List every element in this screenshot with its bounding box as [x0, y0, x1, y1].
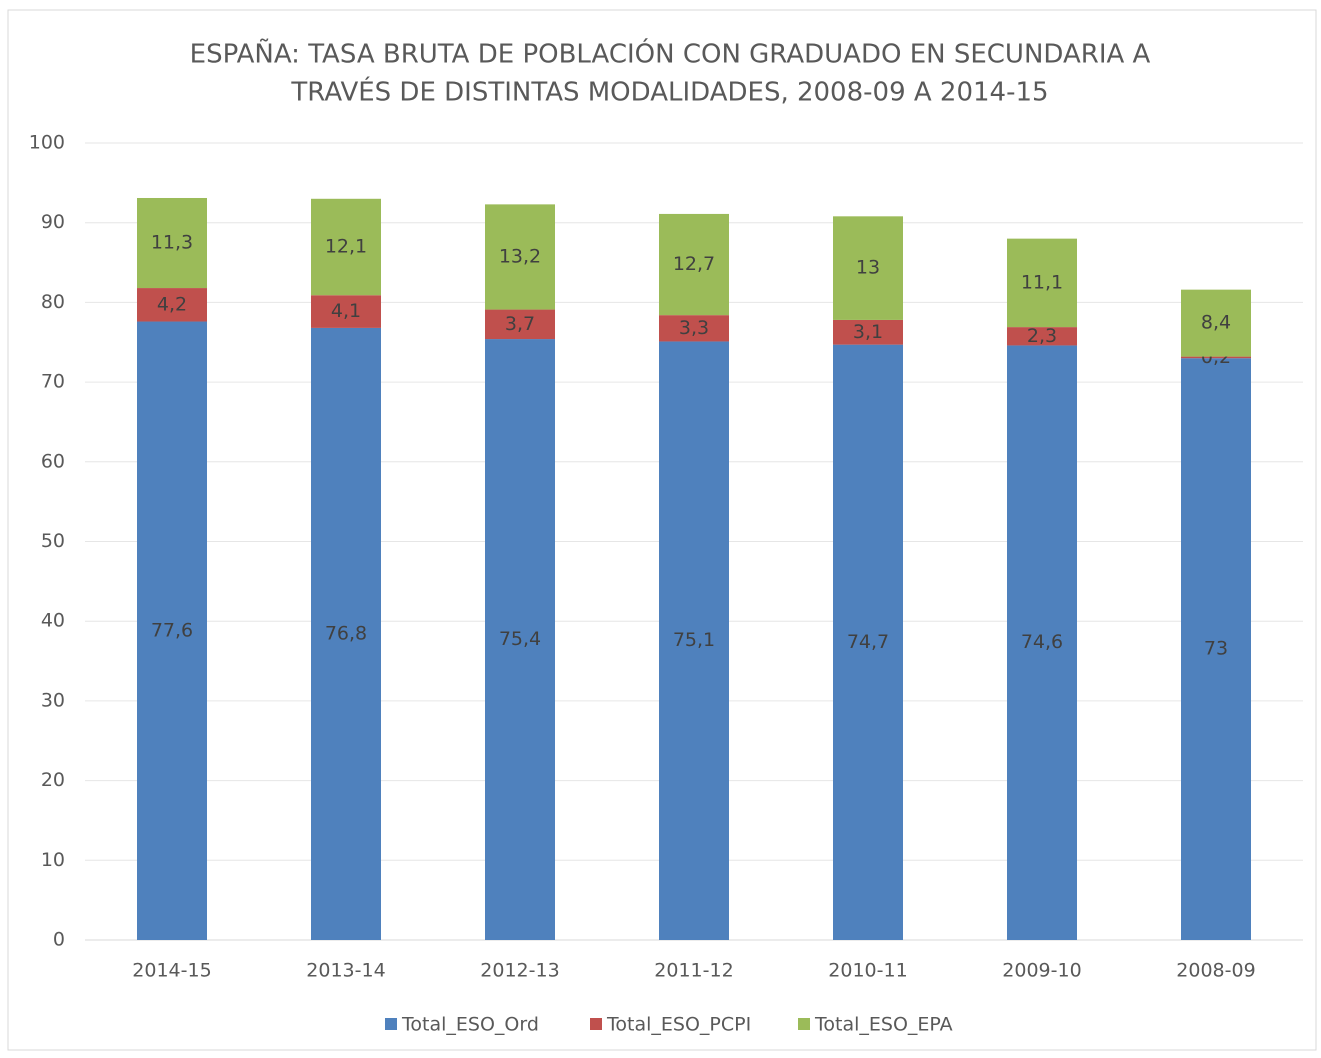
bar-segment [659, 341, 729, 940]
x-tick-label: 2013-14 [306, 960, 385, 982]
data-label: 73 [1204, 638, 1228, 660]
bar-segment [659, 213, 729, 316]
x-tick-label: 2014-15 [132, 960, 211, 982]
data-label: 3,1 [853, 321, 883, 343]
data-label: 12,1 [325, 236, 367, 258]
data-label: 75,1 [673, 629, 715, 651]
bar-segment [1007, 238, 1077, 328]
legend-label: Total_ESO_PCPI [606, 1014, 751, 1036]
bar-segment [485, 204, 555, 310]
data-label: 2,3 [1027, 325, 1057, 347]
data-label: 74,7 [847, 631, 889, 653]
bar-segment [485, 339, 555, 940]
y-tick-label: 10 [41, 849, 65, 871]
legend-label: Total_ESO_Ord [401, 1014, 539, 1036]
bar-segment [311, 327, 381, 940]
data-label: 74,6 [1021, 631, 1063, 653]
y-tick-label: 20 [41, 769, 65, 791]
y-tick-label: 60 [41, 450, 65, 472]
legend-swatch [798, 1018, 810, 1030]
x-tick-label: 2011-12 [654, 960, 733, 982]
y-tick-label: 30 [41, 689, 65, 711]
data-label: 13 [856, 257, 880, 279]
data-label: 8,4 [1201, 312, 1231, 334]
y-tick-label: 40 [41, 610, 65, 632]
bar-segment [833, 344, 903, 940]
x-tick-label: 2010-11 [828, 960, 907, 982]
x-tick-label: 2012-13 [480, 960, 559, 982]
bar-segment [137, 197, 207, 289]
bar-segment [1007, 345, 1077, 940]
legend-label: Total_ESO_EPA [814, 1014, 953, 1036]
chart-title: ESPAÑA: TASA BRUTA DE POBLACIÓN CON GRAD… [190, 38, 1151, 70]
bar-segment [833, 319, 903, 345]
data-label: 13,2 [499, 245, 541, 267]
bar-segment [1181, 358, 1251, 940]
y-tick-label: 70 [41, 371, 65, 393]
data-label: 4,1 [331, 300, 361, 322]
x-tick-label: 2008-09 [1176, 960, 1255, 982]
data-label: 3,7 [505, 313, 535, 335]
bar-segment [833, 216, 903, 320]
data-label: 12,7 [673, 253, 715, 275]
data-label: 11,1 [1021, 271, 1063, 293]
bar-segment [1007, 327, 1077, 346]
data-label: 76,8 [325, 622, 367, 644]
data-label: 75,4 [499, 628, 541, 650]
bar-segment [311, 295, 381, 328]
data-label: 77,6 [151, 619, 193, 641]
x-tick-label: 2009-10 [1002, 960, 1081, 982]
bar-segment [485, 309, 555, 340]
bar-segment [311, 198, 381, 296]
y-tick-label: 0 [53, 929, 65, 951]
chart-title: TRAVÉS DE DISTINTAS MODALIDADES, 2008-09… [290, 76, 1048, 108]
bar-segment [137, 321, 207, 940]
bar-segment [1181, 356, 1251, 359]
data-label: 4,2 [157, 293, 187, 315]
bar-segment [1181, 289, 1251, 357]
legend-swatch [385, 1018, 397, 1030]
data-label: 3,3 [679, 317, 709, 339]
data-label: 11,3 [151, 232, 193, 254]
y-tick-label: 90 [41, 211, 65, 233]
y-tick-label: 50 [41, 530, 65, 552]
bar-segment [659, 315, 729, 342]
legend-swatch [590, 1018, 602, 1030]
y-tick-label: 100 [29, 132, 65, 154]
y-tick-label: 80 [41, 291, 65, 313]
bar-segment [137, 288, 207, 322]
